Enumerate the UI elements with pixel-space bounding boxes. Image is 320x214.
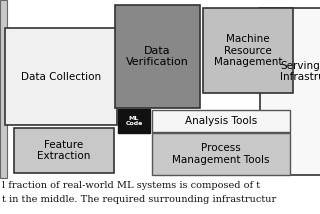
Text: ML
Code: ML Code [125, 116, 143, 126]
Text: Data
Verification: Data Verification [126, 46, 189, 67]
Bar [152, 110, 290, 132]
Text: t in the middle. The required surrounding infrastructur: t in the middle. The required surroundin… [2, 195, 276, 204]
Text: l fraction of real-world ML systems is composed of t: l fraction of real-world ML systems is c… [2, 180, 260, 190]
Bar [0, 0, 7, 178]
Text: Data Collection: Data Collection [21, 71, 101, 82]
Bar [118, 109, 150, 133]
Bar [152, 133, 290, 175]
Bar [14, 128, 114, 173]
Text: Serving
Infrastructure: Serving Infrastructure [280, 61, 320, 82]
Text: Process
Management Tools: Process Management Tools [172, 143, 270, 165]
Bar [115, 5, 200, 108]
Bar [260, 8, 320, 175]
Bar [203, 8, 293, 93]
Bar [5, 28, 117, 125]
Text: Feature
Extraction: Feature Extraction [37, 140, 91, 161]
Text: Machine
Resource
Management: Machine Resource Management [214, 34, 282, 67]
Text: Analysis Tools: Analysis Tools [185, 116, 257, 126]
